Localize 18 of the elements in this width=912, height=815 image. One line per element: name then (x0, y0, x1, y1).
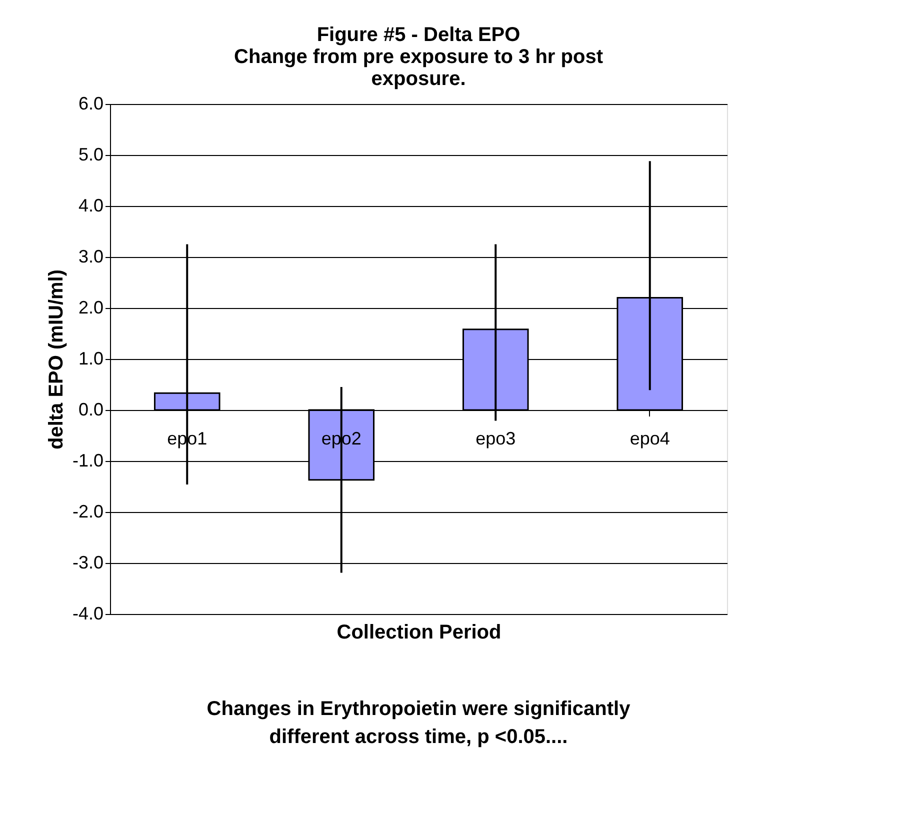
text: Changes in Erythropoietin were significantly different across time, p <0.05.... (206, 698, 632, 748)
y-tick-label: 0.0 (78, 400, 104, 420)
chart-subtitle: Change from pre exposure to 3 hr post exposure. (234, 46, 604, 90)
y-axis-title: delta EPO (mIU/ml) (45, 269, 68, 450)
chart-title: Figure #5 - Delta EPO (316, 24, 520, 46)
y-tick-label: 3.0 (78, 246, 104, 266)
y-tick-label: -1.0 (72, 450, 104, 470)
y-tick-label: -4.0 (72, 604, 104, 624)
x-tick-label: epo3 (476, 428, 516, 448)
y-tick-label: 5.0 (78, 144, 104, 164)
y-tick-label: -3.0 (72, 552, 104, 572)
y-tick-label: 1.0 (78, 348, 104, 368)
x-tick-label: epo4 (630, 428, 670, 448)
x-axis-title: Collection Period (336, 622, 502, 644)
y-tick-label: 6.0 (78, 94, 104, 114)
y-tick-label: 2.0 (78, 298, 104, 318)
y-tick-label: 4.0 (78, 196, 104, 216)
y-tick-label: -2.0 (72, 502, 104, 522)
